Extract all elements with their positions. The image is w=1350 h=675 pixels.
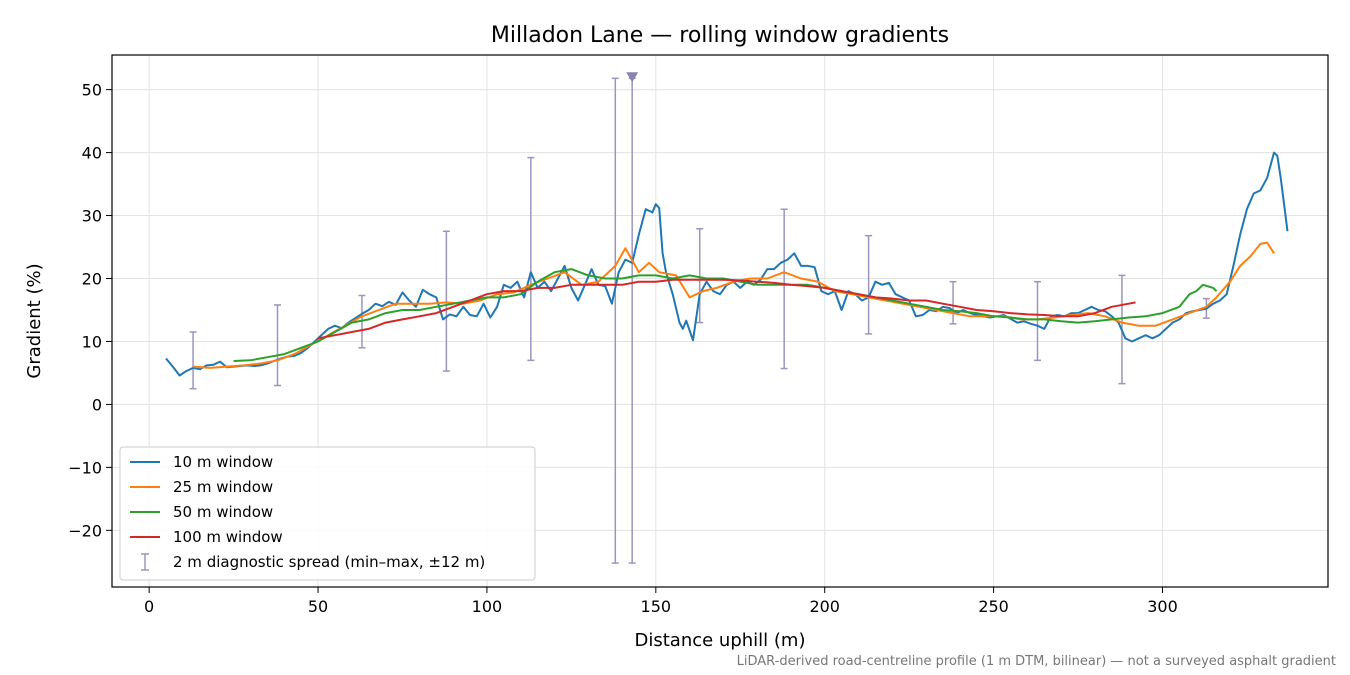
- y-tick-label: 30: [82, 207, 102, 226]
- error-bar: [696, 228, 704, 324]
- x-tick-label: 300: [1147, 597, 1178, 616]
- series-line: [233, 268, 1218, 362]
- error-bar: [949, 280, 957, 325]
- error-bar: [611, 77, 619, 564]
- y-tick-label: 20: [82, 270, 102, 289]
- error-bar: [865, 234, 873, 335]
- error-bar: [189, 331, 197, 390]
- error-bar: [780, 208, 788, 370]
- x-axis-label: Distance uphill (m): [635, 630, 806, 651]
- legend-box: [119, 446, 536, 581]
- series-line: [317, 278, 1136, 340]
- error-bar: [442, 230, 450, 372]
- x-tick-label: 150: [641, 597, 672, 616]
- legend-entry-label: 25 m window: [173, 478, 273, 496]
- x-tick-label: 200: [809, 597, 840, 616]
- plot-frame: [111, 54, 1329, 588]
- y-tick-label: 10: [82, 332, 102, 351]
- x-tick-label: 100: [472, 597, 503, 616]
- y-axis: −20 −10 0 10 20 30 40 50: [68, 81, 112, 540]
- error-bar: [1034, 280, 1042, 362]
- footnote: LiDAR-derived road-centreline profile (1…: [737, 654, 1336, 669]
- x-tick-label: 250: [978, 597, 1009, 616]
- clipped-spread-marker: [626, 72, 639, 83]
- x-tick-label: 50: [308, 597, 328, 616]
- y-tick-label: −20: [68, 521, 102, 540]
- error-bar: [274, 304, 282, 387]
- legend-entry-label: 50 m window: [173, 503, 273, 521]
- y-tick-label: 50: [82, 81, 102, 100]
- legend-entry-label: 10 m window: [173, 453, 273, 471]
- legend: 10 m window 25 m window 50 m window 100 m w…: [119, 446, 536, 581]
- legend-entry-label: 2 m diagnostic spread (min–max, ±12 m): [173, 553, 485, 571]
- chart-title: Milladon Lane — rolling window gradients: [491, 23, 949, 48]
- y-tick-label: −10: [68, 458, 102, 477]
- plot-content: [165, 72, 1289, 564]
- x-axis: 0 50 100 150 200 250 300: [144, 587, 1178, 616]
- error-bar: [527, 156, 535, 362]
- y-axis-label: Gradient (%): [24, 263, 45, 378]
- x-tick-label: 0: [144, 597, 154, 616]
- y-tick-label: 0: [92, 395, 102, 414]
- legend-entry-label: 100 m window: [173, 528, 283, 546]
- y-tick-label: 40: [82, 144, 102, 163]
